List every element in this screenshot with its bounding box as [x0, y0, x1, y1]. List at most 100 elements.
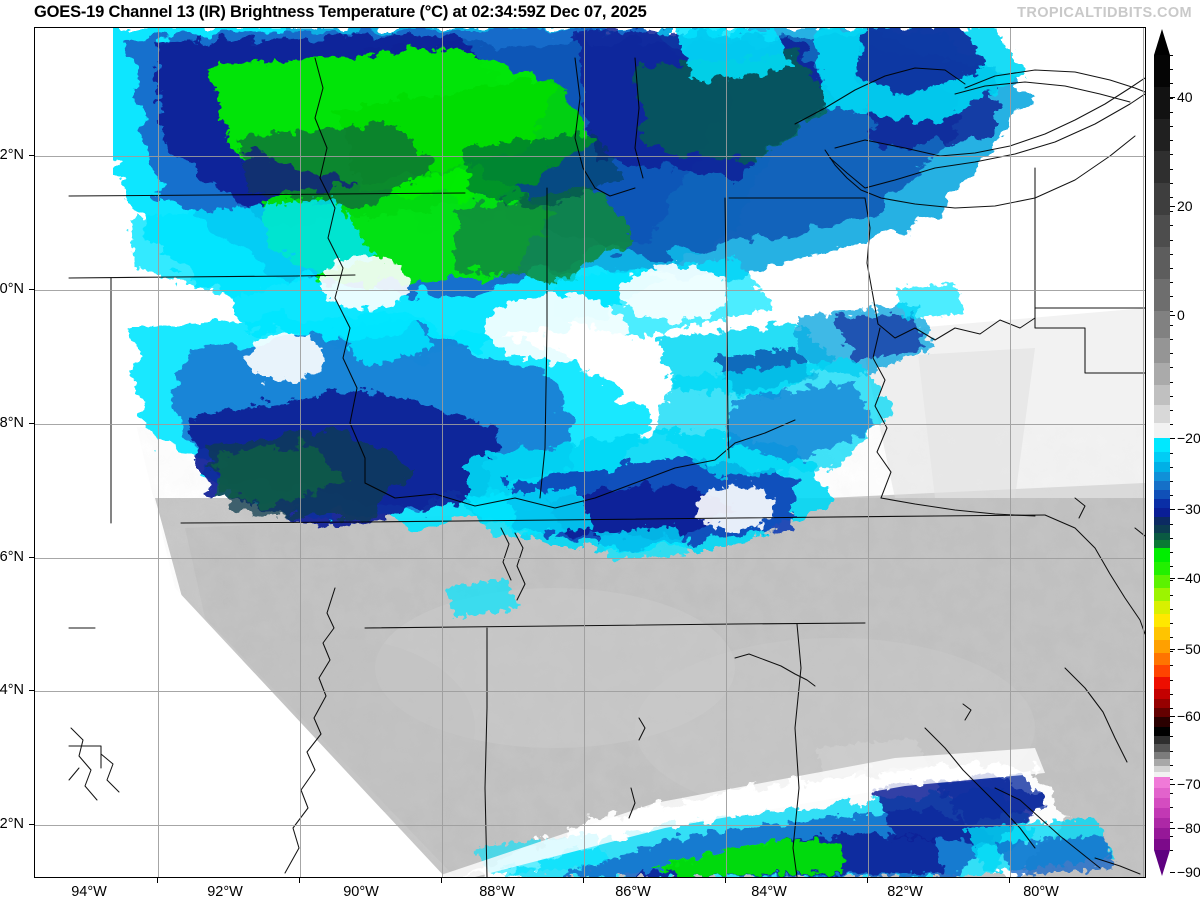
colorbar-minor-tick	[1170, 551, 1173, 553]
colorbar-label--90: −90	[1177, 864, 1200, 880]
colorbar-minor-tick	[1170, 835, 1173, 837]
x-tick	[157, 878, 158, 883]
colorbar-tick	[1170, 206, 1175, 207]
title-bar: GOES-19 Channel 13 (IR) Brightness Tempe…	[0, 0, 1200, 26]
colorbar-minor-tick	[1170, 69, 1173, 71]
colorbar-minor-tick	[1170, 438, 1173, 440]
colorbar-minor-tick	[1170, 566, 1173, 568]
colorbar-label--80: −80	[1177, 820, 1200, 836]
y-axis-label-32n: 32°N	[0, 816, 24, 832]
colorbar-label--20: −20	[1177, 430, 1200, 446]
map-plot-area[interactable]	[34, 27, 1146, 878]
page-title: GOES-19 Channel 13 (IR) Brightness Tempe…	[34, 3, 647, 21]
colorbar-gradient	[1154, 55, 1170, 850]
colorbar-minor-tick	[1170, 637, 1173, 639]
x-tick	[1009, 878, 1010, 883]
colorbar-minor-tick	[1170, 495, 1173, 497]
colorbar-minor-tick	[1170, 736, 1173, 738]
colorbar-minor-tick	[1170, 793, 1173, 795]
y-tick	[29, 824, 34, 825]
colorbar-minor-tick	[1170, 225, 1173, 227]
colorbar-minor-tick	[1170, 850, 1173, 851]
x-axis-label-92w: 92°W	[207, 884, 243, 900]
colorbar-minor-tick	[1170, 310, 1173, 312]
colorbar-label-0: 0	[1177, 307, 1185, 323]
colorbar-label--60: −60	[1177, 708, 1200, 724]
colorbar-minor-tick	[1170, 622, 1173, 624]
colorbar-minor-tick	[1170, 665, 1173, 667]
y-axis-label-40n: 40°N	[0, 281, 24, 297]
colorbar-minor-tick	[1170, 409, 1173, 411]
colorbar-minor-tick	[1170, 296, 1173, 298]
colorbar-tick	[1170, 97, 1175, 98]
colorbar-minor-tick	[1170, 764, 1173, 766]
colorbar-extend-bottom	[1154, 850, 1170, 876]
colorbar-minor-tick	[1170, 55, 1173, 56]
colorbar-minor-tick	[1170, 282, 1173, 284]
colorbar-extend-top	[1154, 29, 1170, 55]
colorbar-minor-tick	[1170, 168, 1173, 170]
colorbar-minor-tick	[1170, 580, 1173, 582]
colorbar-label--40: −40	[1177, 570, 1200, 586]
colorbar-minor-tick	[1170, 353, 1173, 355]
colorbar-minor-tick	[1170, 338, 1173, 340]
colorbar-minor-tick	[1170, 523, 1173, 525]
colorbar-tick	[1170, 649, 1175, 650]
x-axis-label-88w: 88°W	[479, 884, 515, 900]
colorbar-minor-tick	[1170, 651, 1173, 653]
y-tick	[29, 557, 34, 558]
colorbar-label-20: 20	[1177, 198, 1193, 214]
y-axis-label-34n: 34°N	[0, 682, 24, 698]
colorbar-minor-tick	[1170, 211, 1173, 213]
watermark: TROPICALTIDBITS.COM	[1017, 5, 1192, 21]
graticule	[35, 28, 1145, 877]
colorbar-minor-tick	[1170, 779, 1173, 780]
x-axis-label-86w: 86°W	[615, 884, 651, 900]
colorbar-minor-tick	[1170, 182, 1173, 184]
x-tick	[441, 878, 442, 883]
colorbar-minor-tick	[1170, 679, 1173, 681]
x-tick	[583, 878, 584, 883]
colorbar-minor-tick	[1170, 693, 1173, 695]
colorbar-minor-tick	[1170, 197, 1173, 198]
x-tick	[725, 878, 726, 883]
colorbar-minor-tick	[1170, 367, 1173, 369]
colorbar-minor-tick	[1170, 608, 1173, 610]
satellite-raster	[35, 28, 1145, 877]
colorbar-minor-tick	[1170, 480, 1173, 482]
x-tick	[867, 878, 868, 883]
x-axis-label-80w: 80°W	[1023, 884, 1059, 900]
colorbar-minor-tick	[1170, 750, 1173, 752]
colorbar-minor-tick	[1170, 111, 1173, 113]
clear-sky-east	[865, 308, 1145, 498]
colorbar-minor-tick	[1170, 395, 1173, 397]
colorbar-minor-tick	[1170, 267, 1173, 269]
colorbar-minor-tick	[1170, 509, 1173, 511]
colorbar[interactable]: 40 20 0 −20 −30 −40 −50 −60 −70 −80 −90	[1152, 27, 1200, 880]
colorbar-minor-tick	[1170, 140, 1173, 142]
colorbar-minor-tick	[1170, 239, 1173, 241]
colorbar-tick	[1170, 784, 1175, 785]
colorbar-tick	[1170, 578, 1175, 579]
x-axis-label-94w: 94°W	[71, 884, 107, 900]
colorbar-minor-tick	[1170, 594, 1173, 596]
x-axis-label-84w: 84°W	[751, 884, 787, 900]
colorbar-minor-tick	[1170, 821, 1173, 823]
x-axis-label-90w: 90°W	[343, 884, 379, 900]
colorbar-minor-tick	[1170, 722, 1173, 724]
colorbar-minor-tick	[1170, 424, 1173, 426]
colorbar-minor-tick	[1170, 537, 1173, 539]
y-tick	[29, 155, 34, 156]
colorbar-minor-tick	[1170, 466, 1173, 468]
colorbar-label--30: −30	[1177, 501, 1200, 517]
colorbar-tick	[1170, 315, 1175, 316]
x-axis-label-82w: 82°W	[887, 884, 923, 900]
colorbar-tick	[1170, 872, 1175, 873]
map-borders	[68, 57, 1145, 877]
clear-holes	[247, 257, 775, 530]
y-axis-label-42n: 42°N	[0, 147, 24, 163]
colorbar-minor-tick	[1170, 154, 1173, 156]
y-tick	[29, 690, 34, 691]
colorbar-minor-tick	[1170, 708, 1173, 709]
colorbar-minor-tick	[1170, 452, 1173, 454]
